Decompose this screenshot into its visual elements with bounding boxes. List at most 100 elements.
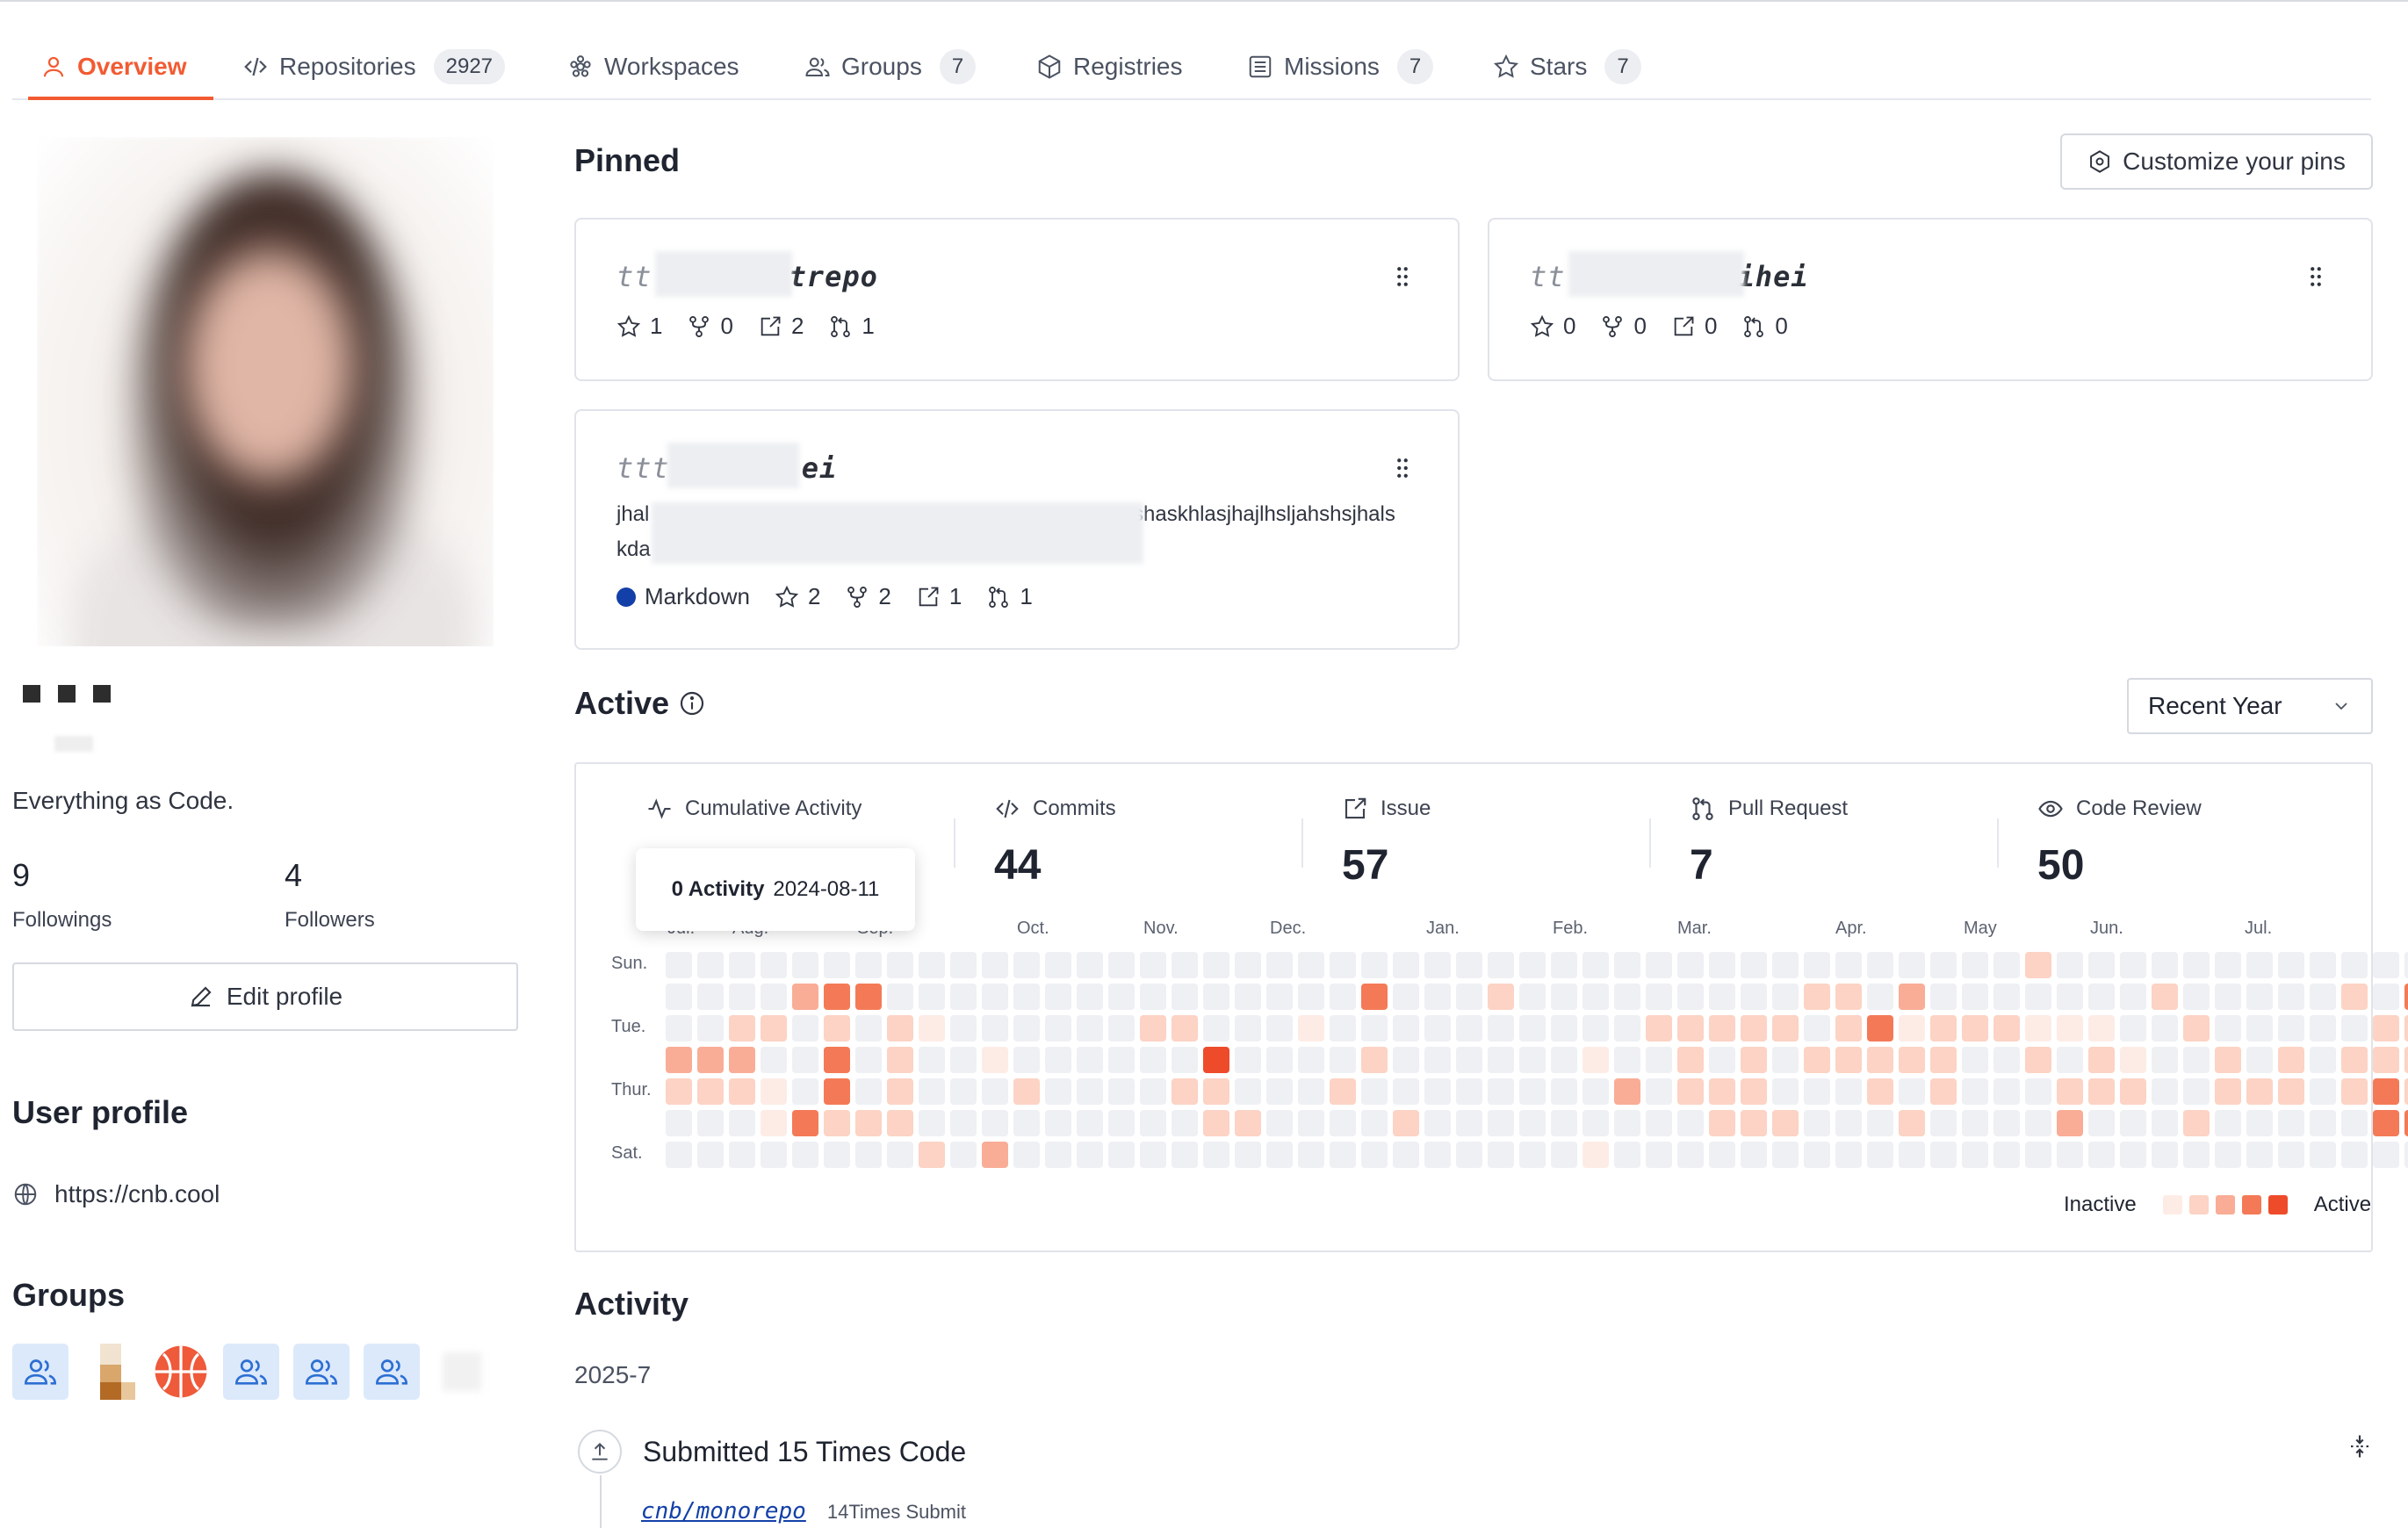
- heatmap-cell[interactable]: [1709, 1078, 1735, 1105]
- heatmap-cell[interactable]: [1298, 1078, 1324, 1105]
- heatmap-cell[interactable]: [697, 952, 724, 978]
- heatmap-cell[interactable]: [1709, 1110, 1735, 1136]
- heatmap-cell[interactable]: [1772, 1142, 1799, 1168]
- heatmap-cell[interactable]: [2088, 1142, 2115, 1168]
- drag-handle-icon[interactable]: [2303, 263, 2329, 290]
- heatmap-cell[interactable]: [2310, 952, 2336, 978]
- heatmap-cell[interactable]: [792, 952, 818, 978]
- followings-stat[interactable]: 9 Followings: [12, 857, 112, 933]
- heatmap-cell[interactable]: [1867, 1047, 1893, 1073]
- heatmap-cell[interactable]: [919, 984, 945, 1010]
- heatmap-cell[interactable]: [729, 1078, 755, 1105]
- heatmap-cell[interactable]: [1266, 1078, 1293, 1105]
- heatmap-cell[interactable]: [2278, 952, 2304, 978]
- heatmap-cell[interactable]: [1646, 1078, 1672, 1105]
- heatmap-cell[interactable]: [1330, 1110, 1356, 1136]
- heatmap-cell[interactable]: [1614, 984, 1640, 1010]
- heatmap-cell[interactable]: [1488, 1142, 1514, 1168]
- heatmap-cell[interactable]: [1551, 1142, 1577, 1168]
- heatmap-cell[interactable]: [855, 1078, 882, 1105]
- heatmap-cell[interactable]: [1646, 952, 1672, 978]
- heatmap-cell[interactable]: [1551, 1110, 1577, 1136]
- heatmap-cell[interactable]: [950, 1047, 977, 1073]
- heatmap-cell[interactable]: [1835, 984, 1862, 1010]
- heatmap-cell[interactable]: [2183, 1015, 2210, 1041]
- heatmap-cell[interactable]: [1519, 1015, 1546, 1041]
- group-avatar[interactable]: [434, 1344, 490, 1400]
- heatmap-cell[interactable]: [1488, 1015, 1514, 1041]
- heatmap-cell[interactable]: [1614, 1015, 1640, 1041]
- heatmap-cell[interactable]: [855, 1110, 882, 1136]
- heatmap-cell[interactable]: [1077, 952, 1103, 978]
- heatmap-cell[interactable]: [761, 952, 787, 978]
- heatmap-cell[interactable]: [2152, 1142, 2178, 1168]
- heatmap-cell[interactable]: [1614, 952, 1640, 978]
- heatmap-cell[interactable]: [1108, 1142, 1135, 1168]
- group-avatar[interactable]: [83, 1344, 139, 1400]
- heatmap-cell[interactable]: [1393, 984, 1419, 1010]
- heatmap-cell[interactable]: [982, 1078, 1008, 1105]
- heatmap-cell[interactable]: [1551, 1047, 1577, 1073]
- heatmap-cell[interactable]: [2120, 1047, 2146, 1073]
- tab-stars[interactable]: Stars 7: [1493, 35, 1641, 98]
- heatmap-cell[interactable]: [2404, 984, 2408, 1010]
- heatmap-cell[interactable]: [1772, 1047, 1799, 1073]
- heatmap-cell[interactable]: [792, 1078, 818, 1105]
- heatmap-cell[interactable]: [2152, 1015, 2178, 1041]
- heatmap-cell[interactable]: [950, 1015, 977, 1041]
- group-avatar[interactable]: [293, 1344, 350, 1400]
- tab-repositories[interactable]: Repositories 2927: [242, 35, 506, 98]
- heatmap-cell[interactable]: [1741, 952, 1767, 978]
- heatmap-cell[interactable]: [1677, 1110, 1704, 1136]
- heatmap-cell[interactable]: [887, 1078, 913, 1105]
- heatmap-cell[interactable]: [2341, 984, 2368, 1010]
- heatmap-cell[interactable]: [1930, 1015, 1957, 1041]
- heatmap-cell[interactable]: [2373, 1110, 2399, 1136]
- heatmap-cell[interactable]: [2278, 1110, 2304, 1136]
- heatmap-cell[interactable]: [729, 952, 755, 978]
- heatmap-cell[interactable]: [887, 952, 913, 978]
- heatmap-cell[interactable]: [824, 1142, 850, 1168]
- heatmap-cell[interactable]: [1330, 952, 1356, 978]
- heatmap-cell[interactable]: [1393, 952, 1419, 978]
- heatmap-cell[interactable]: [2120, 1142, 2146, 1168]
- heatmap-cell[interactable]: [1899, 1142, 1925, 1168]
- heatmap-cell[interactable]: [1361, 952, 1388, 978]
- heatmap-cell[interactable]: [1298, 1110, 1324, 1136]
- heatmap-cell[interactable]: [1140, 984, 1166, 1010]
- heatmap-cell[interactable]: [1551, 952, 1577, 978]
- heatmap-cell[interactable]: [1393, 1078, 1419, 1105]
- heatmap-cell[interactable]: [792, 1015, 818, 1041]
- heatmap-cell[interactable]: [1962, 1047, 1988, 1073]
- heatmap-cell[interactable]: [1393, 1047, 1419, 1073]
- heatmap-cell[interactable]: [2278, 1015, 2304, 1041]
- heatmap-cell[interactable]: [1551, 984, 1577, 1010]
- heatmap-cell[interactable]: [982, 1142, 1008, 1168]
- heatmap-cell[interactable]: [2088, 952, 2115, 978]
- heatmap-cell[interactable]: [1930, 1047, 1957, 1073]
- heatmap-cell[interactable]: [1203, 1078, 1229, 1105]
- heatmap-cell[interactable]: [1424, 952, 1451, 978]
- heatmap-cell[interactable]: [1677, 952, 1704, 978]
- heatmap-cell[interactable]: [761, 1047, 787, 1073]
- heatmap-cell[interactable]: [1077, 1078, 1103, 1105]
- heatmap-cell[interactable]: [1899, 1047, 1925, 1073]
- heatmap-cell[interactable]: [2246, 1110, 2273, 1136]
- collapse-icon[interactable]: [2347, 1433, 2373, 1460]
- heatmap-cell[interactable]: [792, 1047, 818, 1073]
- heatmap-cell[interactable]: [1835, 1110, 1862, 1136]
- heatmap-cell[interactable]: [1393, 1015, 1419, 1041]
- pinned-repo-card[interactable]: tt ihei 0 0 0 0: [1488, 218, 2373, 381]
- heatmap-cell[interactable]: [1140, 1142, 1166, 1168]
- heatmap-cell[interactable]: [1772, 952, 1799, 978]
- heatmap-cell[interactable]: [1045, 952, 1071, 978]
- heatmap-cell[interactable]: [1361, 1142, 1388, 1168]
- heatmap-cell[interactable]: [729, 1142, 755, 1168]
- heatmap-cell[interactable]: [2215, 1142, 2241, 1168]
- heatmap-cell[interactable]: [1551, 1015, 1577, 1041]
- heatmap-cell[interactable]: [1583, 1015, 1609, 1041]
- heatmap-cell[interactable]: [2152, 1047, 2178, 1073]
- heatmap-cell[interactable]: [887, 1142, 913, 1168]
- heatmap-cell[interactable]: [792, 984, 818, 1010]
- heatmap-cell[interactable]: [2025, 1015, 2051, 1041]
